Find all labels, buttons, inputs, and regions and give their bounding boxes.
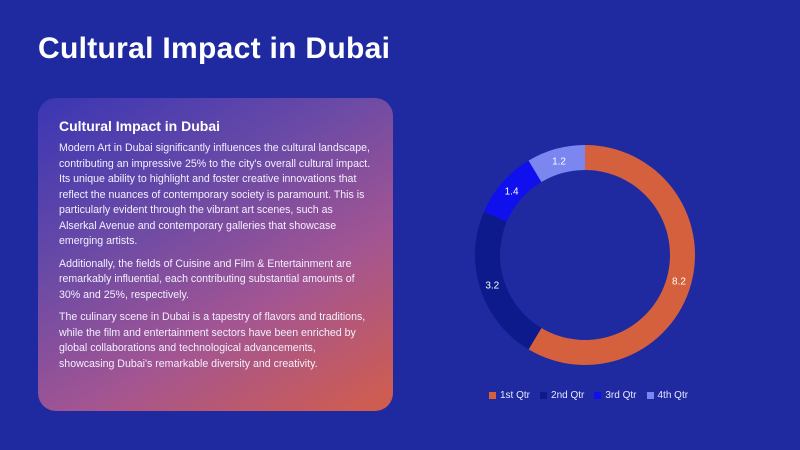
chart-legend: 1st Qtr 2nd Qtr 3rd Qtr 4th Qtr [489,390,688,401]
data-label-2nd-qtr: 3.2 [485,281,499,292]
legend-label: 2nd Qtr [551,390,585,401]
legend-swatch [489,392,496,399]
legend-item-1st-qtr: 1st Qtr [489,390,530,401]
text-card: Cultural Impact in Dubai Modern Art in D… [38,98,393,411]
slice-2nd-qtr [475,211,542,350]
legend-item-2nd-qtr: 2nd Qtr [540,390,584,401]
data-label-3rd-qtr: 1.4 [505,186,519,197]
slice-4th-qtr [528,145,585,183]
doughnut-chart: 8.2 3.2 1.4 1.2 [460,135,710,375]
legend-swatch [540,392,548,399]
legend-item-4th-qtr: 4th Qtr [646,390,689,401]
doughnut-chart-svg: 8.2 3.2 1.4 1.2 [475,145,695,365]
legend-label: 1st Qtr [500,390,531,401]
legend-label: 3rd Qtr [605,390,637,401]
card-heading: Cultural Impact in Dubai [59,118,221,134]
card-paragraph-2: Additionally, the fields of Cuisine and … [59,257,355,301]
legend-item-3rd-qtr: 3rd Qtr [594,390,637,401]
slice-1st-qtr [528,145,695,365]
slice-3rd-qtr [483,160,542,222]
card-paragraph-1: Modern Art in Dubai significantly influe… [59,142,371,247]
data-label-1st-qtr: 8.2 [672,276,686,287]
legend-swatch [646,392,654,399]
data-label-4th-qtr: 1.2 [552,157,566,168]
slide-title: Cultural Impact in Dubai [38,32,391,65]
legend-label: 4th Qtr [657,390,689,401]
card-paragraph-3: The culinary scene in Dubai is a tapestr… [59,311,366,370]
legend-swatch [594,392,602,399]
